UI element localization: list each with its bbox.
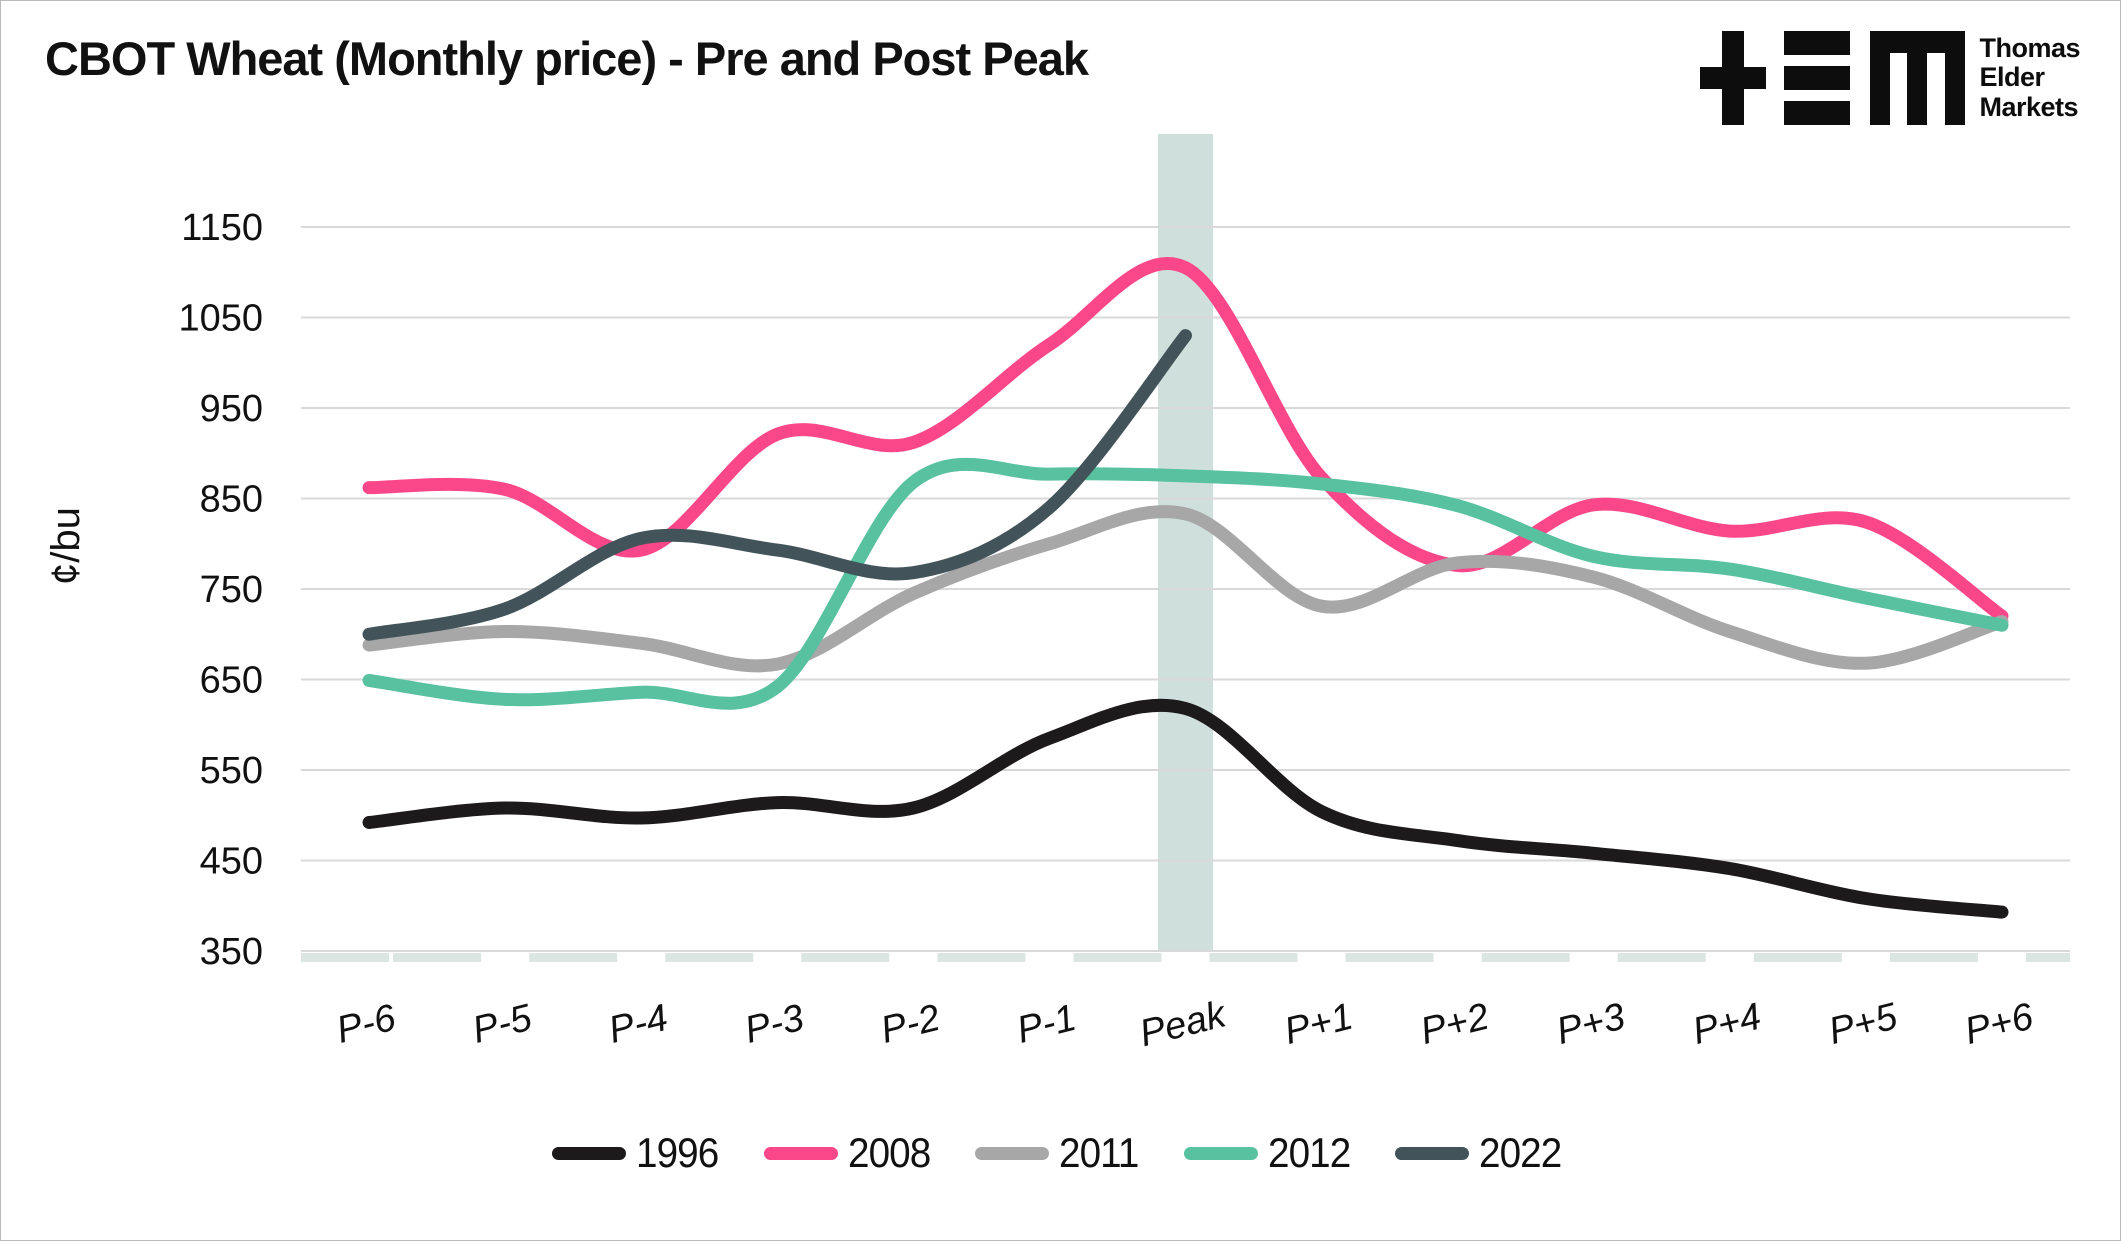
x-axis-tick: [937, 953, 1026, 962]
y-tick-label-550: 550: [200, 750, 263, 792]
legend-label-2012: 2012: [1267, 1129, 1351, 1176]
logo-line-3: Markets: [1979, 91, 2079, 122]
x-tick-label-pm5: P-5: [468, 997, 536, 1052]
x-tick-label-pp3: P+3: [1552, 996, 1629, 1053]
legend-label-1996: 1996: [636, 1129, 719, 1176]
x-axis-tick: [1481, 953, 1570, 962]
x-tick-label-pp5: P+5: [1825, 995, 1903, 1053]
tem-logo-text: Thomas Elder Markets: [1979, 33, 2080, 122]
y-tick-label-650: 650: [200, 660, 263, 702]
legend-swatch-2022: [1395, 1146, 1470, 1160]
logo-line-1: Thomas: [1979, 33, 2080, 64]
x-tick-label-pm3: P-3: [741, 997, 809, 1052]
legend-swatch-1996: [552, 1146, 627, 1160]
y-tick-label-350: 350: [200, 931, 263, 973]
tem-logo: Thomas Elder Markets: [1700, 23, 2080, 133]
legend-label-2011: 2011: [1059, 1129, 1139, 1176]
y-tick-label-950: 950: [200, 388, 263, 430]
logo-line-2: Elder: [1979, 62, 2045, 93]
legend-swatch-2011: [975, 1146, 1050, 1160]
x-axis-tick: [529, 953, 618, 962]
chart-title: CBOT Wheat (Monthly price) - Pre and Pos…: [45, 32, 1089, 85]
x-axis-tick: [1617, 953, 1706, 962]
y-axis-title: ¢/bu: [44, 507, 88, 585]
y-tick-label-750: 750: [200, 569, 263, 611]
y-tick-label-1150: 1150: [181, 207, 263, 249]
legend-label-2022: 2022: [1479, 1129, 1562, 1176]
legend-item-1996: 1996: [552, 1129, 725, 1177]
series-line-2022: [362, 329, 1192, 641]
legend-swatch-2012: [1183, 1146, 1258, 1160]
y-tick-label-1050: 1050: [178, 298, 263, 340]
x-axis-tick: [801, 953, 890, 962]
x-axis-tick: [1345, 953, 1434, 962]
y-tick-label-450: 450: [200, 841, 263, 883]
series-line-2008: [362, 256, 2009, 623]
x-tick-label-pm6: P-6: [332, 997, 400, 1052]
x-axis-tick: [1889, 953, 1978, 962]
x-axis-tick: [1073, 953, 1162, 962]
legend-item-2011: 2011: [975, 1129, 1145, 1177]
x-axis-tick: [1753, 953, 1842, 962]
x-tick-label-peak: Peak: [1135, 993, 1231, 1055]
peak-highlight-band: [1158, 134, 1213, 951]
series-line-2011: [362, 505, 2009, 673]
x-axis-tick: [1209, 953, 1298, 962]
legend-swatch-2008: [763, 1146, 838, 1160]
x-tick-label-pp2: P+2: [1416, 996, 1493, 1053]
legend-item-2012: 2012: [1183, 1129, 1357, 1177]
x-tick-label-pm1: P-1: [1013, 997, 1081, 1052]
x-tick-label-pp6: P+6: [1961, 995, 2039, 1053]
series-line-2012: [362, 457, 2009, 710]
chart-legend: 1996 2008 2011 2012 2022: [1, 1129, 2120, 1177]
legend-item-2008: 2008: [763, 1129, 937, 1177]
legend-item-2022: 2022: [1395, 1129, 1568, 1177]
x-tick-label-pm4: P-4: [605, 997, 673, 1052]
tem-logo-mark: [1700, 31, 1966, 125]
series-line-1996: [362, 698, 2009, 919]
x-tick-label-pm2: P-2: [877, 997, 945, 1052]
x-axis-tick: [301, 953, 389, 962]
x-axis-tick: [393, 953, 482, 962]
y-tick-label-850: 850: [200, 479, 263, 521]
legend-label-2008: 2008: [847, 1129, 931, 1176]
x-tick-label-pp4: P+4: [1689, 996, 1766, 1053]
x-tick-label-pp1: P+1: [1280, 996, 1357, 1053]
x-axis-tick: [665, 953, 754, 962]
x-axis-tick: [2026, 953, 2070, 962]
